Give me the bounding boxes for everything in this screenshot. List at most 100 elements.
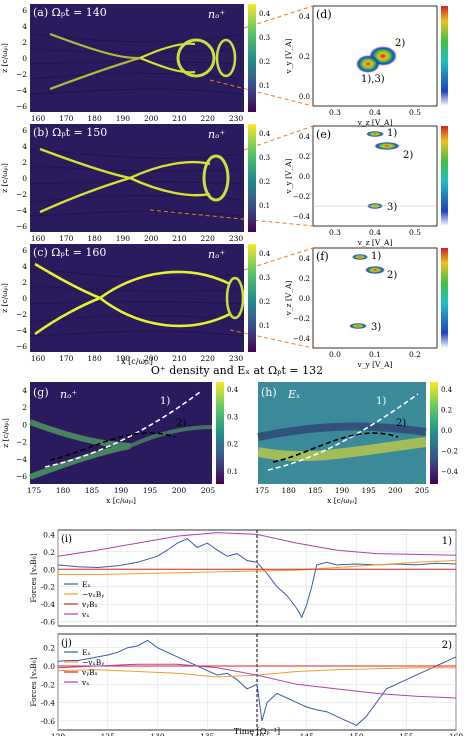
field-feature — [257, 437, 427, 462]
colorbar-tick: 0.3 — [259, 154, 270, 162]
y-tick-label: 0 — [22, 420, 27, 429]
colorbar-tick: 0.4 — [259, 10, 271, 18]
y-tick-label: 0.4 — [299, 255, 311, 263]
x-tick-label: 230 — [229, 354, 244, 363]
cluster-label: 2) — [403, 150, 413, 161]
island-ring — [202, 154, 230, 202]
trajectory-panel-h: (h) Eₓ 1) 2) — [257, 382, 427, 484]
colorbar — [216, 382, 224, 484]
trajectory-2 — [49, 432, 176, 461]
legend-label: Eₓ — [82, 580, 91, 589]
path-label: 1) — [376, 396, 386, 407]
density-panel-c: (c) Ωₚt = 160 nₒ⁺ — [29, 244, 245, 352]
y-tick-label: 0.4 — [299, 133, 311, 141]
y-tick-label: -0.6 — [41, 717, 56, 726]
colorbar-tick: 0.2 — [259, 58, 270, 66]
island-ring — [225, 276, 245, 320]
colorbar-tick: 0.3 — [227, 413, 238, 421]
panel-label: (a) Ωₚt = 140 — [33, 6, 107, 19]
axes-layer: 160 170 180 190 200 210 220 2306420−2−4−60.40.3… — [0, 6, 459, 505]
x-tick-label: 0.4 — [369, 108, 381, 117]
colorbar — [441, 126, 448, 226]
velocity-panel-f: (f) 1) 2) 3) — [312, 247, 438, 349]
colorbar-tick: 0.3 — [259, 274, 270, 282]
x-tick-label: 135 — [200, 732, 215, 736]
path-label: 2) — [396, 418, 406, 429]
force-panel-i: 0.4 0.2 0.0 -0.2 -0.4 -0.6 (i) 1) Forces [vₐB₀] E… — [29, 529, 457, 627]
colorbar-tick: 0.4 — [259, 250, 271, 258]
colorbar-tick: 0.4 — [441, 386, 453, 394]
panel-label: (c) Ωₚt = 160 — [33, 246, 106, 259]
y-tick-label: -0.2 — [41, 680, 56, 689]
y-axis-label: z [c/ωₚᵢ] — [0, 283, 9, 313]
y-tick-label: 6 — [22, 246, 27, 255]
x-tick-label: 190 — [114, 486, 129, 495]
x-tick-label: 175 — [255, 486, 270, 495]
y-tick-label: 0.0 — [299, 93, 310, 101]
y-tick-label: 4 — [22, 22, 27, 31]
y-tick-label: 0 — [22, 294, 27, 303]
y-tick-label: -0.4 — [41, 600, 56, 609]
y-tick-label: 4 — [22, 386, 27, 395]
x-tick-label: 170 — [59, 354, 74, 363]
velocity-panel-e: (e) 1) 2) 3) — [312, 125, 438, 227]
y-axis-label: z [c/ωₚᵢ] — [0, 43, 9, 73]
x-tick-label: 0.2 — [409, 350, 421, 359]
x-tick-label: 230 — [229, 114, 244, 123]
trajectory-panel-g: (g) nₒ⁺ 1) 2) — [28, 382, 213, 484]
legend-label: vₓ — [81, 678, 89, 687]
colorbar-tick: 0.2 — [227, 441, 238, 449]
y-tick-label: 2 — [22, 278, 27, 287]
legend-label: −vₓBᵧ — [82, 590, 104, 599]
cluster-label: 3) — [387, 202, 397, 213]
series-line — [57, 538, 457, 619]
velocity-blob — [365, 266, 385, 274]
series-line — [57, 663, 457, 699]
x-tick-label: 140 — [250, 732, 265, 736]
cluster-label: 2) — [387, 270, 397, 281]
x-tick-label: 0.3 — [329, 228, 341, 237]
y-tick-label: −0.2 — [293, 315, 310, 323]
x-tick-label: 120 — [51, 732, 66, 736]
x-tick-label: 180 — [87, 114, 102, 123]
x-tick-label: 200 — [144, 114, 159, 123]
y-tick-label: 0 — [22, 54, 27, 63]
trajectory-2 — [272, 432, 399, 463]
panel-label: (d) — [316, 8, 332, 21]
x-tick-label: 175 — [27, 486, 42, 495]
x-tick-label: 190 — [116, 114, 131, 123]
x-tick-label: 200 — [144, 354, 159, 363]
x-tick-label: 160 — [31, 354, 46, 363]
x-tick-label: 0.5 — [409, 228, 421, 237]
x-tick-label: 150 — [349, 732, 364, 736]
x-tick-label: 145 — [300, 732, 315, 736]
cluster-label: 1) — [387, 128, 397, 139]
cluster-label: 1),3) — [361, 74, 385, 85]
x-tick-label: 195 — [362, 486, 377, 495]
plot-frame — [312, 247, 438, 349]
colorbar-tick: 0.4 — [259, 130, 271, 138]
x-tick-label: 195 — [143, 486, 158, 495]
x-tick-label: 210 — [172, 354, 187, 363]
x-tick-label: 200 — [388, 486, 403, 495]
x-tick-label: 0.0 — [329, 350, 341, 359]
path-label: 2) — [176, 418, 186, 429]
force-panel-j: 120 125 130 135 140 145 150 155 160 0.2 0.0 -0.2 -0.… — [29, 633, 463, 736]
legend-label: vᵧBₓ — [81, 668, 98, 677]
panel-label: (g) — [33, 386, 49, 399]
colorbar-tick: 0.1 — [259, 322, 270, 330]
cluster-label: 1) — [371, 251, 381, 262]
velocity-blob — [374, 142, 400, 150]
y-axis-label: z [c/ωₚᵢ] — [1, 418, 10, 448]
density-feature — [49, 32, 196, 91]
x-tick-label: 210 — [172, 234, 187, 243]
x-tick-label: 205 — [201, 486, 216, 495]
x-tick-label: 125 — [101, 732, 116, 736]
colorbar-tick: −0.2 — [441, 448, 458, 456]
y-axis-label: Forces [vₐB₀] — [29, 553, 38, 602]
x-axis-label: Time [Ωₚ⁻¹] — [234, 727, 280, 736]
colorbar — [441, 6, 448, 106]
colorbar-tick: 0.3 — [259, 34, 270, 42]
y-tick-label: 4 — [22, 142, 27, 151]
